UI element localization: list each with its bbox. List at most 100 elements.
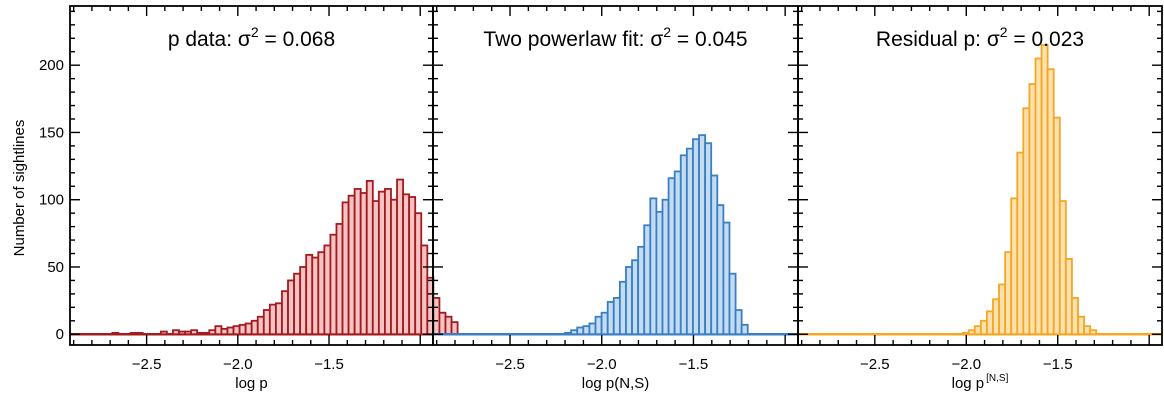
histogram-bar (232, 325, 241, 336)
x-axis-label: log p(N,S) (582, 375, 650, 392)
histogram-bar (570, 329, 579, 336)
histogram-bar (359, 192, 368, 336)
histogram-bar (1004, 251, 1013, 336)
panel-title: Two powerlaw fit: σ2 = 0.045 (483, 24, 747, 51)
histogram-bar (311, 256, 320, 336)
histogram-bar (685, 147, 694, 336)
histogram-bar (655, 210, 664, 336)
histogram-bar (238, 323, 247, 336)
histogram-bar (698, 134, 707, 336)
x-axis-label-main: log p (235, 375, 268, 392)
histogram-bar (178, 330, 186, 336)
histogram-bar (679, 154, 688, 336)
x-tick-label: −2.5 (132, 356, 162, 373)
title-value: = 0.045 (671, 28, 747, 51)
histogram-bar (661, 198, 670, 336)
histogram-bar (710, 174, 719, 336)
histogram-bar (722, 221, 731, 336)
histogram-bar (643, 224, 652, 336)
x-axis-label-superscript: [N,S] (986, 373, 1008, 384)
histogram-bar (402, 193, 411, 336)
histogram-bar (1071, 297, 1079, 336)
histogram-bar (973, 325, 982, 336)
histogram-bar (250, 319, 259, 336)
histogram-bar (1064, 257, 1073, 336)
histogram-bar (111, 331, 120, 336)
histogram-bar (1010, 197, 1019, 336)
histogram-bar (1022, 107, 1031, 336)
histogram-bar (371, 200, 380, 336)
title-exponent: 2 (663, 24, 671, 40)
x-axis-label: log p (235, 375, 268, 392)
histogram-bar (438, 311, 447, 336)
x-axis-label: log p [N,S] (952, 373, 1009, 392)
histogram-bar (317, 251, 326, 336)
y-tick-label: 0 (56, 326, 64, 343)
shared-y-axis-label: Number of sightlines (11, 120, 28, 257)
histogram-bar (992, 298, 1000, 336)
histogram-bar (281, 290, 289, 336)
title-value: = 0.068 (259, 28, 335, 51)
y-tick-label: 100 (39, 192, 64, 209)
histogram-bar (673, 170, 682, 336)
x-tick-label: −1.5 (1043, 356, 1073, 373)
x-tick-label: −2.5 (860, 356, 890, 373)
histogram-bar (576, 326, 585, 336)
histogram-bar (220, 327, 229, 336)
x-tick-label: −1.5 (314, 356, 344, 373)
histogram-bar (967, 329, 976, 336)
histogram-bar (268, 303, 277, 336)
histogram-bar (704, 142, 713, 336)
histogram-bar (612, 297, 621, 336)
histogram-bars (111, 178, 459, 336)
histogram-bar (1040, 44, 1049, 336)
panel-title: p data: σ2 = 0.068 (168, 24, 335, 51)
histogram-bar (600, 311, 609, 336)
histogram-bar (135, 331, 144, 336)
histogram-bar (588, 322, 597, 336)
histogram-bar (649, 197, 658, 336)
y-tick-label: 50 (47, 259, 64, 276)
histogram-bar (341, 201, 350, 336)
histogram-bar (740, 323, 749, 336)
title-text: Residual p: σ (876, 28, 1000, 51)
histogram-bar (606, 301, 615, 336)
x-axis-label-main: log p (952, 375, 985, 392)
histogram-bar (1028, 83, 1037, 336)
panel-two-powerlaw-fit: −2.5 −2.0 −1.5 Two powerlaw fit: σ2 = 0.045… (432, 5, 799, 392)
x-tick-label: −2.5 (495, 356, 525, 373)
histogram-bar (293, 272, 302, 336)
x-tick-label: −2.0 (951, 356, 981, 373)
histogram-bar (1077, 315, 1085, 336)
panel-title: Residual p: σ2 = 0.023 (876, 24, 1084, 51)
histogram-bar (172, 329, 180, 336)
title-text: p data: σ (168, 28, 251, 51)
histogram-bar (329, 233, 338, 336)
histogram-bar (692, 138, 700, 336)
histogram-bar (564, 331, 573, 336)
histogram-bar (420, 244, 429, 336)
histogram-bar (347, 194, 356, 336)
histogram-bar (582, 325, 591, 336)
title-value: = 0.023 (1008, 28, 1084, 51)
histogram-bar (986, 310, 994, 336)
histogram-bar (408, 196, 417, 336)
histogram-bar (299, 266, 308, 336)
panel-p-data: −2.5 −2.0 −1.5 0 50 100 150 200 p data: σ2 = 0.0… (39, 5, 459, 392)
axes-frame (432, 5, 799, 346)
histogram-bar (618, 280, 627, 336)
histogram-bar (961, 331, 970, 336)
histogram-bar (1058, 200, 1067, 336)
histogram-bar (450, 321, 459, 336)
title-exponent: 2 (1000, 24, 1008, 40)
title-exponent: 2 (251, 24, 259, 40)
histogram-bar (1083, 325, 1092, 336)
histogram-bar (998, 283, 1007, 336)
y-tick-label: 150 (39, 124, 64, 141)
histogram-bar (129, 331, 138, 336)
y-tick-label: 200 (39, 57, 64, 74)
histogram-bar (979, 319, 988, 336)
histogram-bar (1016, 151, 1025, 336)
histogram-bar (208, 329, 217, 336)
